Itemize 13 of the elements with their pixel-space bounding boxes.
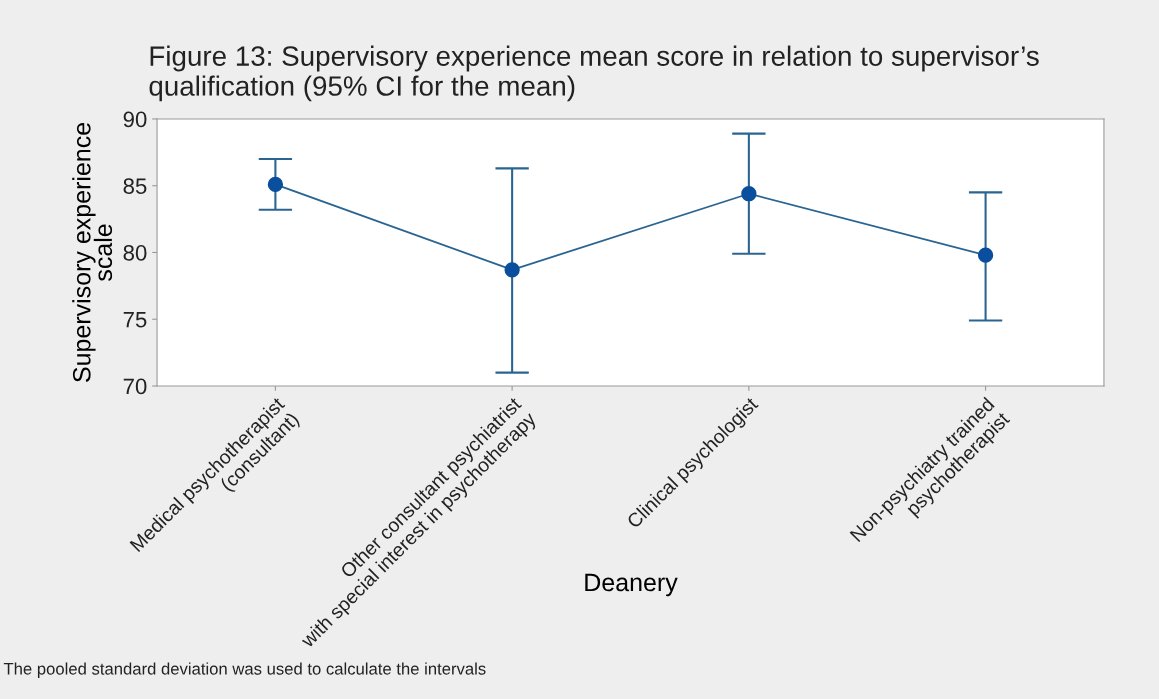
point — [504, 262, 520, 278]
y-tick-label: 75 — [123, 312, 147, 328]
y-tick-label: 85 — [123, 178, 147, 194]
point — [267, 176, 284, 193]
y-tick-label: 90 — [123, 111, 147, 128]
point — [977, 247, 994, 263]
x-axis-title: Deanery — [585, 573, 678, 597]
chart-title: Figure 13: Supervisory experience mean score in relation to supervisor’s qualification (95% CI for the mean) — [149, 45, 1039, 102]
point — [741, 186, 757, 202]
y-tick-label: 80 — [123, 245, 147, 261]
y-axis-title: Supervisory experience scale — [72, 122, 113, 382]
y-tick-label: 70 — [123, 378, 147, 395]
text: The pooled standard deviation was used to calculate the intervals — [3, 662, 486, 678]
